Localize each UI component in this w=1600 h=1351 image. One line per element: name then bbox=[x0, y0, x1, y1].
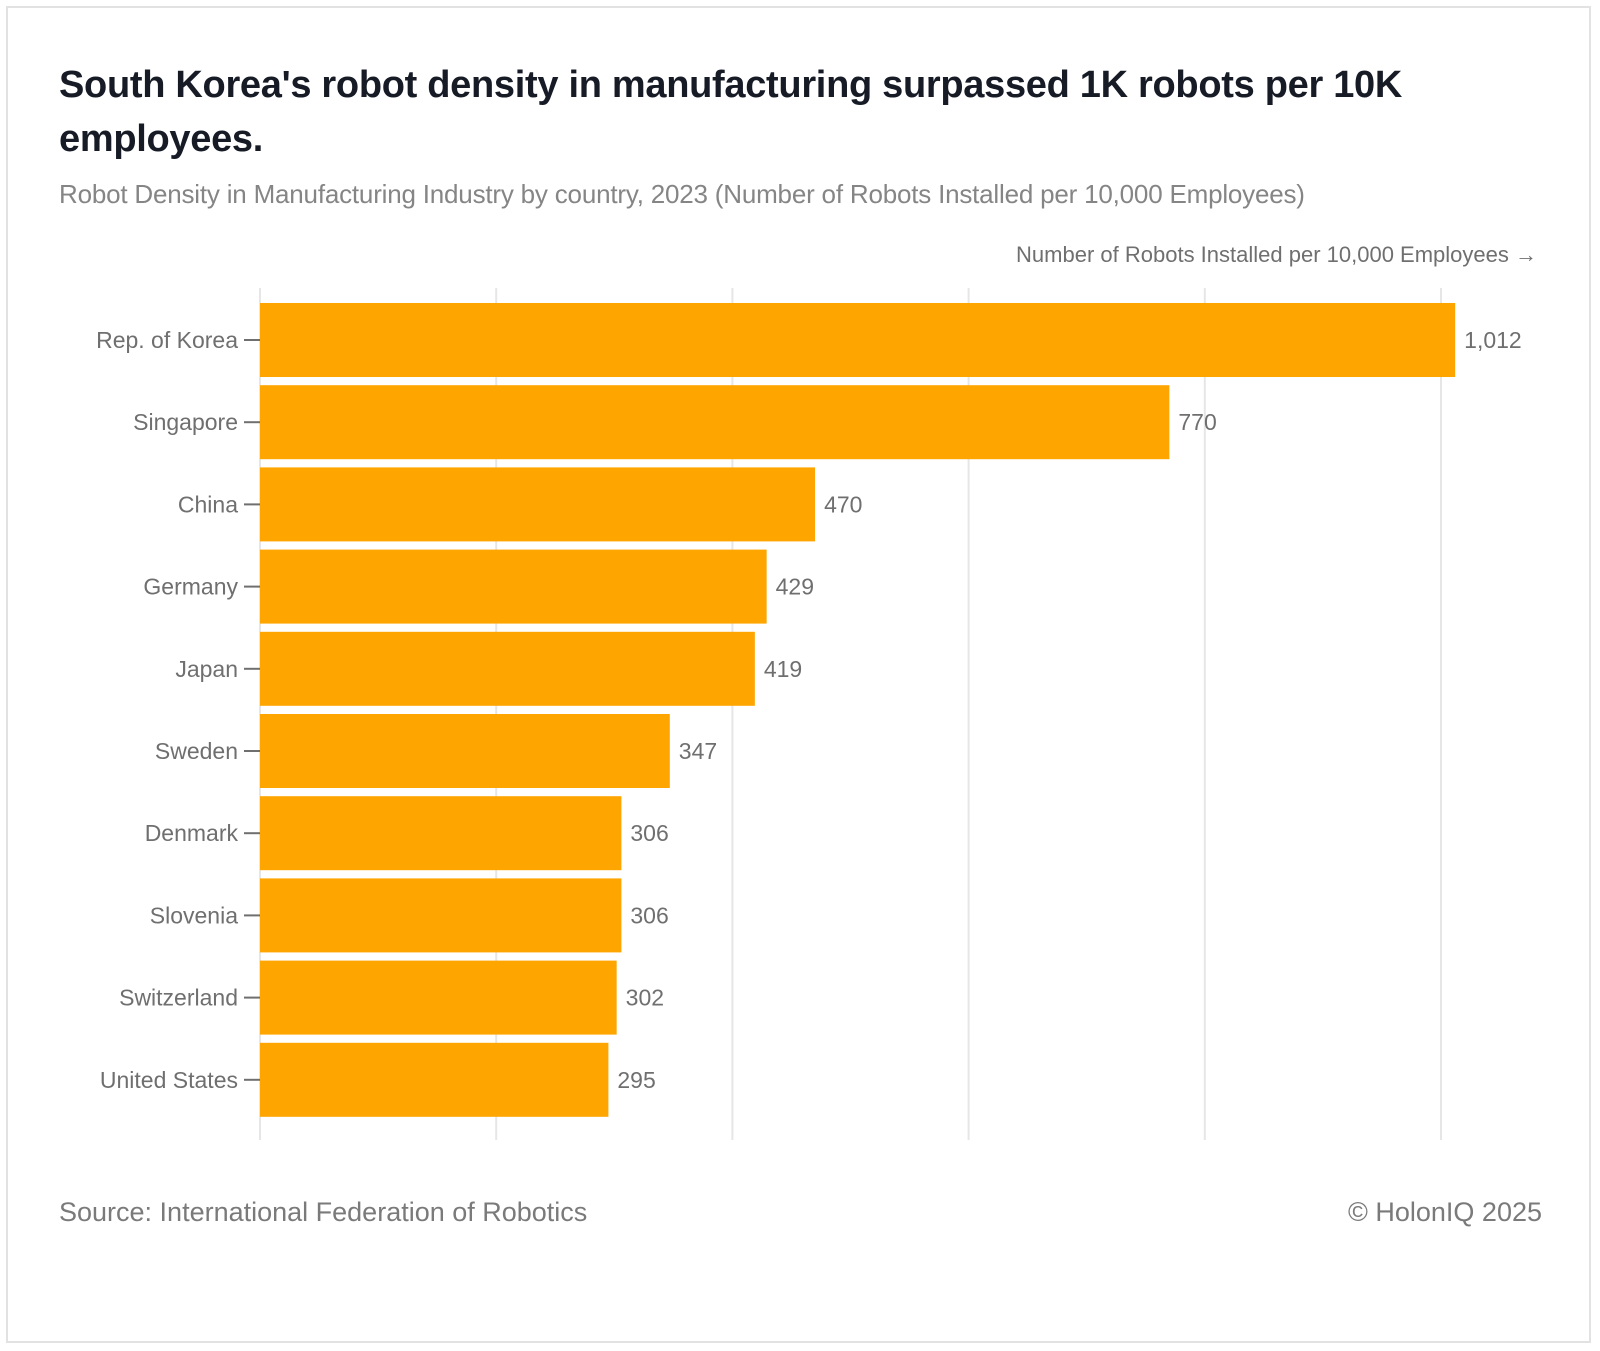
value-label: 470 bbox=[824, 491, 862, 517]
category-label: United States bbox=[100, 1067, 238, 1093]
source-note: Source: International Federation of Robo… bbox=[59, 1197, 588, 1227]
value-label: 770 bbox=[1178, 409, 1216, 435]
bar bbox=[260, 549, 767, 624]
value-label: 306 bbox=[630, 820, 668, 846]
category-label: Sweden bbox=[155, 738, 238, 764]
bars bbox=[260, 303, 1456, 1117]
category-label: Singapore bbox=[133, 409, 238, 435]
category-label: Japan bbox=[175, 656, 238, 682]
category-label: Rep. of Korea bbox=[96, 327, 238, 353]
category-label: Switzerland bbox=[119, 985, 238, 1011]
value-labels: 1,012 770 470 429 419 347 306 306 302 295 bbox=[617, 327, 1521, 1093]
category-label: China bbox=[178, 491, 238, 517]
category-label: Denmark bbox=[145, 820, 239, 846]
value-label: 347 bbox=[679, 738, 717, 764]
category-label: Slovenia bbox=[150, 902, 238, 928]
bar bbox=[260, 385, 1170, 460]
category-labels: Rep. of Korea Singapore China Germany Japan S… bbox=[96, 327, 238, 1093]
chart-title: South Korea's robot density in manufactu… bbox=[59, 64, 1403, 160]
bar bbox=[260, 796, 622, 871]
chart-subtitle: Robot Density in Manufacturing Industry … bbox=[59, 179, 1305, 209]
value-label: 1,012 bbox=[1464, 327, 1522, 353]
value-label: 306 bbox=[630, 902, 668, 928]
bar bbox=[260, 631, 755, 706]
value-label: 429 bbox=[776, 574, 814, 600]
value-label: 302 bbox=[626, 985, 664, 1011]
bar bbox=[260, 1042, 609, 1117]
copyright-note: © HolonIQ 2025 bbox=[1347, 1197, 1542, 1227]
bar bbox=[260, 467, 816, 542]
value-label: 419 bbox=[764, 656, 802, 682]
bar bbox=[260, 303, 1456, 377]
bar bbox=[260, 714, 670, 788]
value-label: 295 bbox=[617, 1067, 655, 1093]
y-axis-ticks bbox=[244, 339, 260, 1081]
category-label: Germany bbox=[143, 574, 238, 600]
bar bbox=[260, 960, 617, 1035]
x-axis-title: Number of Robots Installed per 10,000 Em… bbox=[1016, 242, 1537, 267]
bar bbox=[260, 878, 622, 953]
